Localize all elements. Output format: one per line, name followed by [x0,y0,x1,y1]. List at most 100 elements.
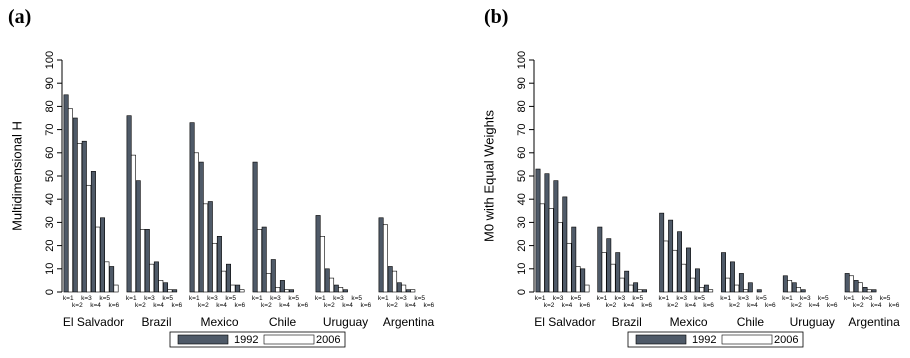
chart1-category-label: k=3 [207,295,218,302]
chart1-bar-1992 [63,94,69,293]
chart2-bar-2006 [672,249,678,293]
chart1-category-label: k=5 [225,295,236,302]
chart1-bar-1992 [109,266,115,293]
chart2-legend-swatch-2006 [721,334,773,345]
chart2-category-label: k=4 [562,302,573,309]
chart2-bar-2006 [575,266,581,293]
chart1-bar-2006 [239,289,245,293]
chart2-category-label: k=6 [827,302,838,309]
chart1-legend-swatch-2006 [263,334,315,345]
chart1-category-label: k=6 [297,302,308,309]
chart1-category-label: k=4 [216,302,227,309]
chart1-group-label: Chile [269,315,297,329]
chart1-category-label: k=6 [234,302,245,309]
chart1-bar-1992 [163,282,169,293]
chart2-bar-2006 [681,263,687,293]
chart2-category-label: k=3 [738,295,749,302]
chart2-category-label: k=5 [632,295,643,302]
panel-b-label: (b) [484,6,509,28]
chart2-y-tick-label: 100 [516,51,528,69]
chart1-bar-1992 [126,115,132,293]
chart1-bar-2006 [382,224,388,293]
chart2-category-label: k=6 [703,302,714,309]
chart1-category-label: k=3 [396,295,407,302]
chart1-bar-1992 [189,122,195,293]
chart2-bar-1992 [571,226,577,293]
chart1-bar-2006 [86,184,92,293]
chart1-bar-1992 [72,117,78,293]
chart2-bar-1992 [800,289,806,293]
chart2-y-tick-label: 10 [516,263,528,275]
chart2-category-label: k=6 [765,302,776,309]
chart2-category-label: k=3 [553,295,564,302]
chart1-bar-1992 [261,226,267,293]
chart2-category-label: k=1 [720,295,731,302]
chart1-bar-2006 [275,287,281,293]
chart1-category-label: k=2 [135,302,146,309]
chart2-bar-1992 [738,273,744,293]
chart1-bar-1992 [324,268,330,293]
chart1-y-tick-label: 70 [44,123,56,135]
chart1-bar-2006 [266,273,272,293]
chart1-category-label: k=3 [144,295,155,302]
chart1-bar-2006 [140,229,146,293]
chart2-bar-1992 [853,280,859,293]
chart2-category-label: k=1 [658,295,669,302]
chart2-category-label: k=1 [844,295,855,302]
chart2-bar-1992 [562,196,568,293]
chart1-legend-label-1992: 1992 [234,334,258,346]
chart2-legend-label-1992: 1992 [692,334,716,346]
chart1-bar-1992 [100,217,106,293]
chart2-y-tick-label: 20 [516,239,528,251]
chart2-bar-1992 [633,282,639,293]
chart2-bar-1992 [624,270,630,293]
chart1-y-tick-label: 90 [44,77,56,89]
chart1-y-axis-label: Multidimensional H [9,121,24,231]
chart1-category-label: k=4 [405,302,416,309]
chart2-bar-1992 [729,261,735,293]
chart2-category-label: k=3 [862,295,873,302]
chart1-category-label: k=3 [81,295,92,302]
chart2-category-label: k=4 [809,302,820,309]
chart2-category-label: k=4 [871,302,882,309]
chart2-bar-2006 [539,203,545,293]
chart1-bar-1992 [270,259,276,293]
chart1-bar-2006 [410,289,416,293]
chart2-bar-1992 [668,219,674,293]
chart2-bar-1992 [580,268,586,293]
chart2-category-label: k=2 [729,302,740,309]
chart1-bar-2006 [319,236,325,293]
chart2-category-label: k=6 [641,302,652,309]
chart2-category-label: k=1 [597,295,608,302]
chart2-y-tick-label: 30 [516,216,528,228]
chart2-category-label: k=5 [694,295,705,302]
chart2-bar-2006 [857,282,863,293]
chart2-y-tick-label: 70 [516,123,528,135]
chart2-bar-2006 [619,277,625,293]
chart2-bar-1992 [703,284,709,293]
chart2-bar-1992 [791,282,797,293]
chart1-bar-1992 [235,284,241,293]
chart2-bar-1992 [553,180,559,293]
chart2-bar-2006 [796,287,802,293]
chart2-bar-1992 [756,289,762,293]
chart1-group-label: El Salvador [63,315,124,329]
chart2-bar-2006 [663,240,669,293]
chart1-bar-2006 [212,242,218,293]
chart2-category-label: k=2 [791,302,802,309]
chart1-category-label: k=2 [324,302,335,309]
chart2-category-label: k=5 [880,295,891,302]
chart1-bar-2006 [95,226,101,293]
chart1-bar-1992 [207,201,213,293]
chart1-bar-1992 [289,289,295,293]
chart2-group-label: El Salvador [534,315,595,329]
chart2-bar-2006 [708,289,714,293]
chart1-category-label: k=1 [63,295,74,302]
chart1-bar-1992 [135,180,141,293]
chart1-bar-1992 [226,263,232,293]
chart1-y-tick-label: 20 [44,239,56,251]
chart1-y-tick-label: 10 [44,263,56,275]
chart1-category-label: k=2 [261,302,272,309]
chart1-bar-1992 [90,171,96,293]
